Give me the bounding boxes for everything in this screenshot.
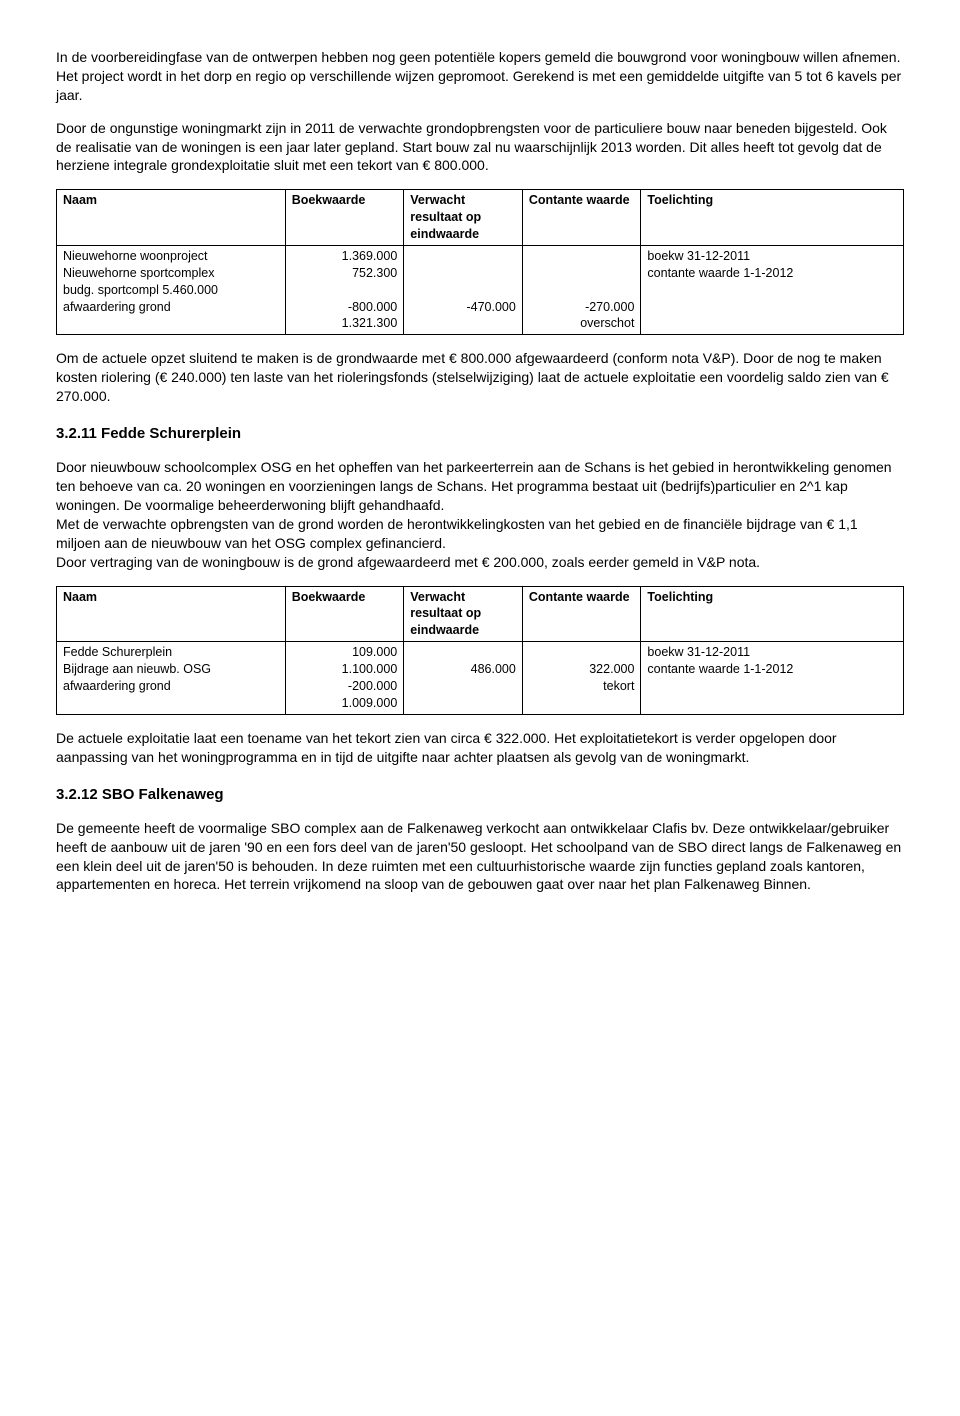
paragraph-schurerplein-2: Met de verwachte opbrengsten van de gron… [56,515,904,553]
cell-verwacht: -470.000 [404,245,523,334]
cell-boekwaarde: 109.000 1.100.000 -200.000 1.009.000 [285,642,404,715]
th-naam: Naam [57,586,286,642]
th-toelichting: Toelichting [641,190,904,246]
th-toelichting: Toelichting [641,586,904,642]
paragraph-after-table2: De actuele exploitatie laat een toename … [56,729,904,767]
paragraph-schurerplein-1: Door nieuwbouw schoolcomplex OSG en het … [56,458,904,515]
heading-3-2-12: 3.2.12 SBO Falkenaweg [56,785,904,805]
paragraph-sbo: De gemeente heeft de voormalige SBO comp… [56,819,904,895]
cell-naam: Nieuwehorne woonproject Nieuwehorne spor… [57,245,286,334]
paragraph-intro-1: In de voorbereidingfase van de ontwerpen… [56,48,904,105]
cell-toelichting: boekw 31-12-2011 contante waarde 1-1-201… [641,245,904,334]
th-boekwaarde: Boekwaarde [285,190,404,246]
paragraph-after-table1: Om de actuele opzet sluitend te maken is… [56,349,904,406]
cell-verwacht: 486.000 [404,642,523,715]
th-contante: Contante waarde [522,190,641,246]
paragraph-schurerplein-3: Door vertraging van de woningbouw is de … [56,553,904,572]
table-row: Nieuwehorne woonproject Nieuwehorne spor… [57,245,904,334]
table-header-row: Naam Boekwaarde Verwacht resultaat op ei… [57,586,904,642]
heading-3-2-11: 3.2.11 Fedde Schurerplein [56,424,904,444]
cell-boekwaarde: 1.369.000 752.300 -800.000 1.321.300 [285,245,404,334]
table-schurerplein: Naam Boekwaarde Verwacht resultaat op ei… [56,586,904,715]
table-header-row: Naam Boekwaarde Verwacht resultaat op ei… [57,190,904,246]
th-verwacht: Verwacht resultaat op eindwaarde [404,190,523,246]
cell-toelichting: boekw 31-12-2011 contante waarde 1-1-201… [641,642,904,715]
cell-naam: Fedde Schurerplein Bijdrage aan nieuwb. … [57,642,286,715]
th-verwacht: Verwacht resultaat op eindwaarde [404,586,523,642]
th-boekwaarde: Boekwaarde [285,586,404,642]
table-nieuwehorne: Naam Boekwaarde Verwacht resultaat op ei… [56,189,904,335]
paragraph-intro-2: Door de ongunstige woningmarkt zijn in 2… [56,119,904,176]
cell-contante: 322.000 tekort [522,642,641,715]
th-contante: Contante waarde [522,586,641,642]
th-naam: Naam [57,190,286,246]
table-row: Fedde Schurerplein Bijdrage aan nieuwb. … [57,642,904,715]
cell-contante: -270.000 overschot [522,245,641,334]
